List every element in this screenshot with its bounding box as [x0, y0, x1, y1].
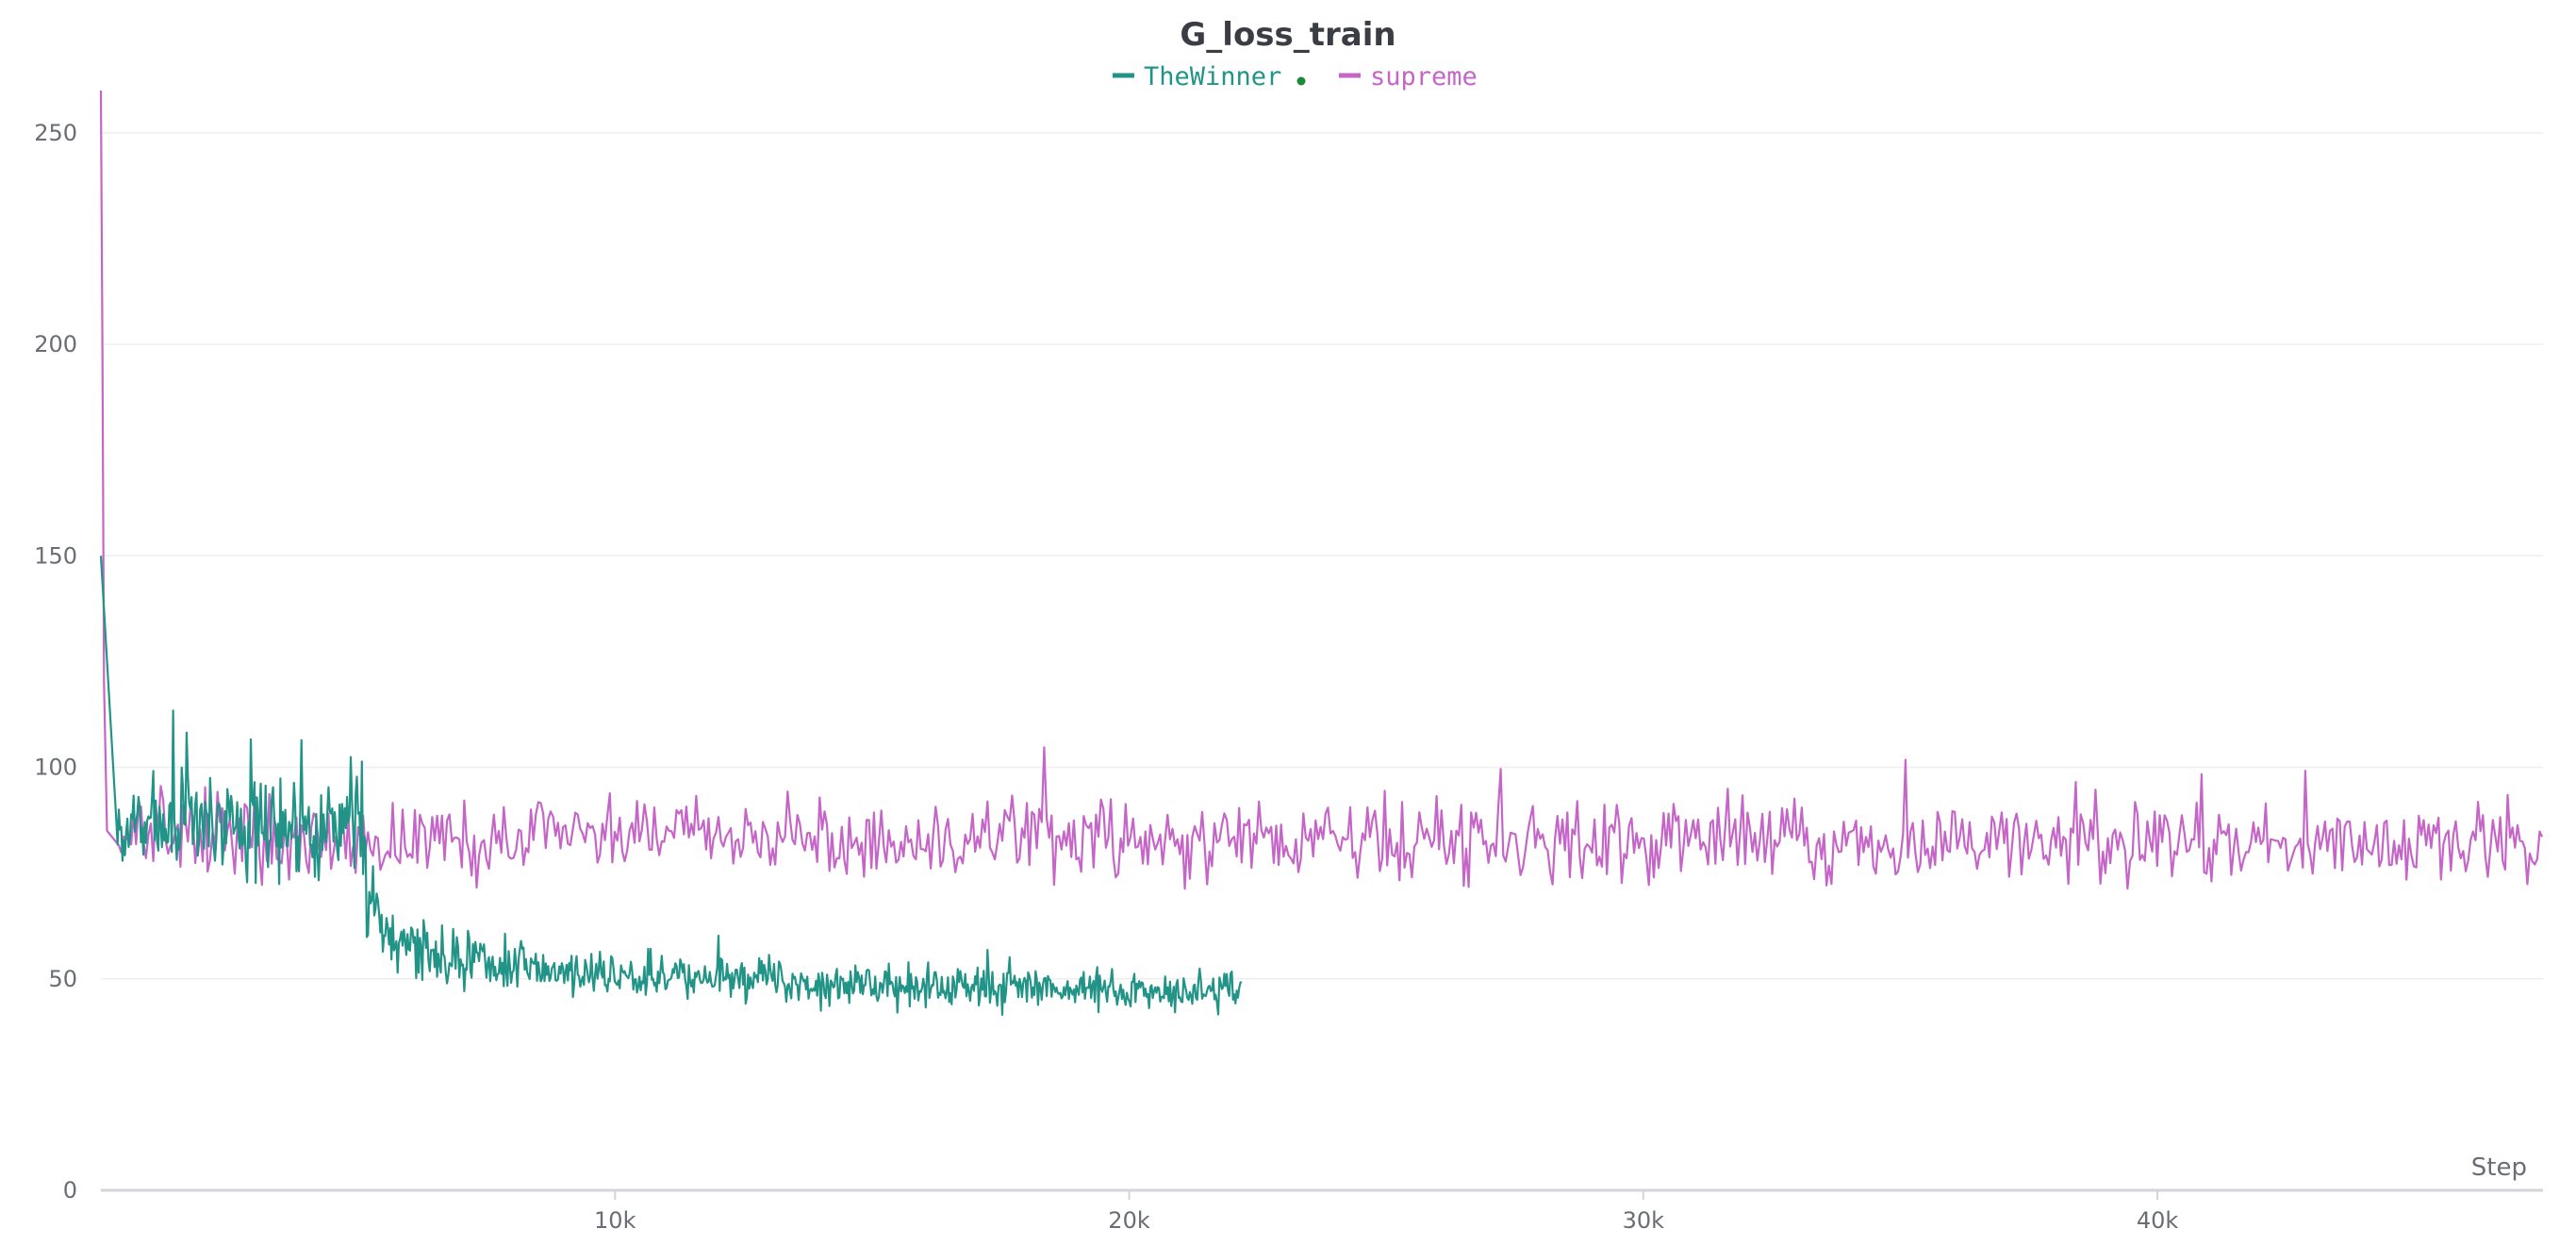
legend-label-supreme[interactable]: supreme — [1370, 62, 1478, 91]
y-tick-label: 0 — [63, 1177, 77, 1204]
legend-run-indicator-dot — [1296, 76, 1306, 86]
series-line-supreme[interactable] — [99, 90, 2544, 890]
plot-area — [99, 90, 2544, 1016]
legend: TheWinner supreme — [1113, 62, 1478, 91]
y-axis-ticks: 0 50 100 150 200 250 — [34, 120, 77, 1204]
series-line-thewinner[interactable] — [99, 556, 1243, 1016]
x-axis-label: Step — [2471, 1154, 2527, 1182]
x-axis-ticks: 10k 20k 30k 40k — [594, 1190, 2178, 1234]
x-tick-label: 10k — [594, 1207, 636, 1234]
chart-title: G_loss_train — [1180, 16, 1395, 54]
y-tick-label: 200 — [34, 331, 77, 357]
x-tick-label: 30k — [1623, 1207, 1665, 1234]
y-tick-label: 150 — [34, 542, 77, 569]
y-tick-label: 250 — [34, 120, 77, 146]
y-tick-label: 100 — [34, 755, 77, 781]
x-tick-label: 20k — [1108, 1207, 1150, 1234]
legend-label-thewinner[interactable]: TheWinner — [1144, 62, 1281, 91]
y-tick-label: 50 — [48, 966, 77, 992]
x-tick-label: 40k — [2137, 1207, 2179, 1234]
